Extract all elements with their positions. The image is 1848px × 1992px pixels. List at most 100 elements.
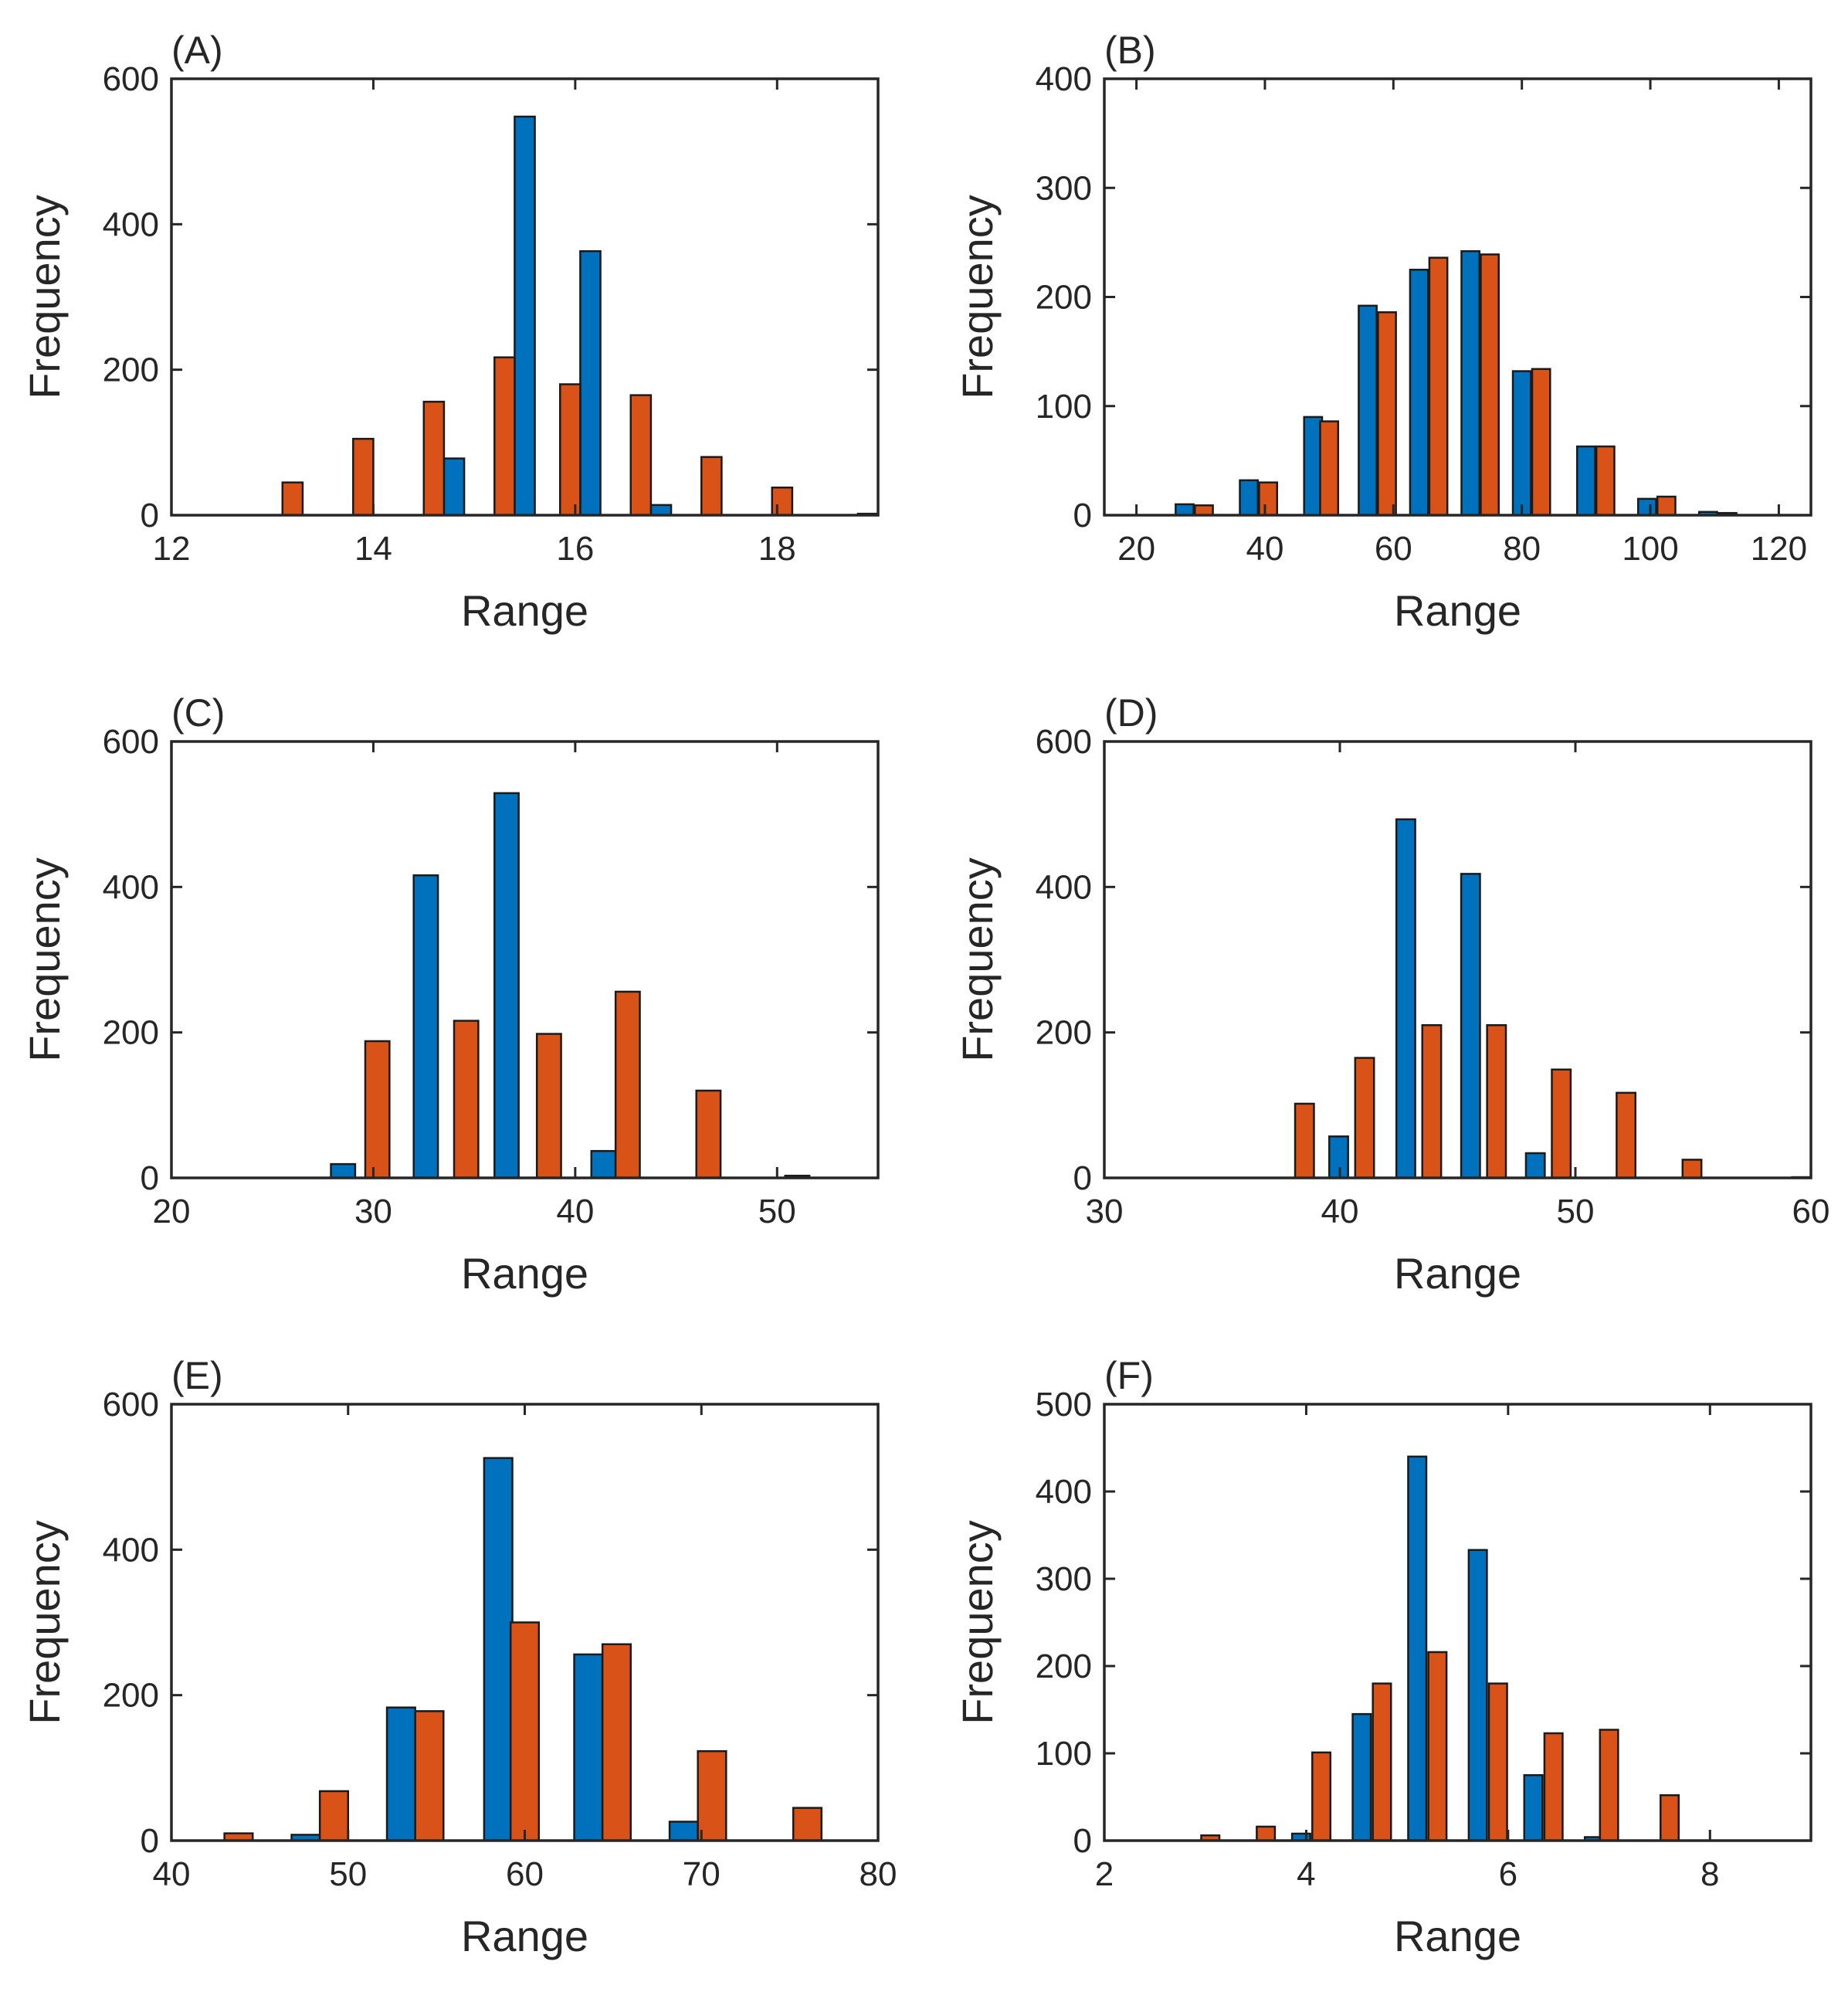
bar [352,437,375,517]
x-tick-label: 40 [1246,530,1283,568]
x-tick-label: 50 [1557,1193,1595,1230]
x-tick-label: 100 [1622,530,1678,568]
bar [1358,304,1378,517]
bar [1395,818,1416,1179]
x-tick-label: 14 [354,530,392,568]
y-axis-label: Frequency [953,1520,1002,1725]
y-tick-label: 400 [1036,60,1092,98]
x-tick-label: 20 [1117,530,1155,568]
bar [1239,479,1260,517]
y-tick-label: 0 [141,1822,159,1860]
bar [1372,1682,1392,1842]
y-tick-label: 200 [103,1677,159,1715]
bar [1511,370,1532,517]
y-tick-label: 200 [1036,1014,1092,1052]
y-tick-label: 0 [141,497,159,534]
bar [1636,497,1657,517]
x-tick-label: 80 [860,1855,897,1893]
bar [1551,1068,1572,1179]
bar [1258,481,1279,517]
bar [1428,256,1449,517]
bar [1328,1135,1349,1179]
panel-title: (B) [1104,29,1156,72]
bar [1377,311,1397,517]
series-1 [443,115,880,517]
panel-c: 20 30 40 50 0 200 400 600 (C) Range Frequency [20,691,880,1298]
bar [614,990,641,1179]
bar [483,1457,514,1842]
x-tick-label: 8 [1700,1855,1719,1893]
y-tick-label: 600 [103,723,159,761]
bar [1616,1091,1637,1179]
panel-title: (A) [171,29,223,72]
panel-title: (E) [171,1354,223,1397]
bar [412,874,439,1179]
bar [1427,1651,1448,1842]
y-tick-label: 0 [1073,1159,1092,1197]
x-tick-label: 80 [1503,530,1541,568]
bar [573,1653,604,1842]
bar [1460,249,1481,517]
bar [318,1790,349,1842]
series-1 [330,792,811,1179]
x-tick-label: 60 [1792,1193,1830,1230]
y-tick-label: 300 [1036,1560,1092,1598]
bar [422,400,446,517]
bar [649,504,673,517]
y-tick-label: 100 [1036,1735,1092,1773]
bar [590,1149,617,1179]
x-tick-label: 30 [1086,1193,1124,1230]
bar [1351,1712,1372,1842]
x-tick-label: 4 [1297,1855,1315,1893]
x-axis-label: Range [1394,1912,1521,1960]
axes-frame [1103,740,1812,1179]
y-tick-label: 400 [103,205,159,243]
series-2 [1294,1024,1703,1179]
bar [1595,445,1616,517]
y-axis-label: Frequency [20,1520,69,1725]
x-tick-label: 50 [329,1855,367,1893]
y-tick-label: 200 [103,351,159,389]
panel-b: 20 40 60 80 100 120 0 100 200 300 400 (B) Range Frequ… [953,29,1812,635]
x-tick-label: 2 [1095,1855,1114,1893]
x-tick-label: 40 [556,1193,594,1230]
y-tick-label: 600 [103,60,159,98]
bar [1531,368,1551,517]
bar [700,456,723,517]
y-axis-label: Frequency [20,857,69,1062]
bar [1656,495,1677,517]
bar [1486,1024,1507,1179]
y-tick-label: 400 [103,868,159,906]
series-1 [1328,818,1812,1179]
bar [1681,1159,1703,1179]
x-tick-label: 60 [1375,530,1412,568]
bar [1599,1729,1619,1842]
y-tick-label: 500 [1036,1386,1092,1424]
y-tick-label: 600 [1036,723,1092,761]
bar [1480,253,1500,517]
y-tick-label: 0 [141,1159,159,1197]
axes-frame [170,740,880,1179]
bar [668,1821,699,1842]
y-tick-label: 600 [103,1386,159,1424]
y-tick-label: 400 [1036,1473,1092,1511]
x-tick-label: 40 [1321,1193,1359,1230]
y-tick-label: 0 [1073,1822,1092,1860]
bar [1256,1825,1277,1842]
x-tick-label: 18 [758,530,796,568]
bar [1575,445,1596,517]
bar [559,383,582,517]
bar [535,1033,562,1179]
series-2 [223,1621,823,1842]
series-2 [281,356,794,517]
bar [514,115,536,517]
bar [1543,1732,1564,1842]
y-tick-label: 200 [103,1014,159,1052]
series-2 [1200,1651,1680,1842]
y-tick-label: 100 [1036,388,1092,426]
bar [1487,1682,1508,1842]
bar [1319,420,1340,517]
panel-e: 40 50 60 70 80 0 200 400 600 (E) Range Frequency [20,1354,897,1960]
axes-frame [1103,1403,1812,1842]
x-tick-label: 70 [683,1855,721,1893]
